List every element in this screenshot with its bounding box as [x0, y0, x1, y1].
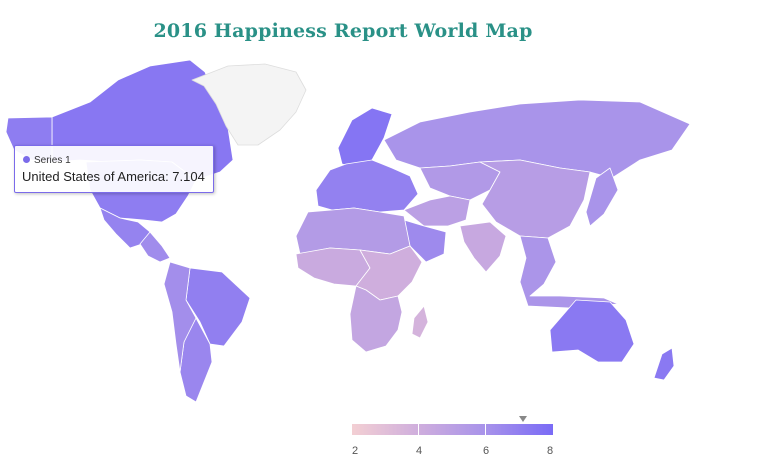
region-madagascar[interactable] — [411, 305, 429, 339]
map-title: 2016 Happiness Report World Map — [153, 20, 533, 42]
region-india[interactable] — [459, 221, 507, 273]
region-australia[interactable] — [549, 299, 635, 363]
region-greenland[interactable] — [191, 63, 307, 146]
region-northern-europe[interactable] — [337, 107, 393, 169]
region-north-africa[interactable] — [295, 207, 411, 255]
tooltip-series: Series 1 — [23, 155, 71, 166]
legend-tick-label: 6 — [482, 445, 490, 457]
region-andes[interactable] — [163, 261, 197, 373]
region-western-europe[interactable] — [315, 159, 419, 213]
region-central-america[interactable] — [139, 231, 171, 263]
legend-tick-label: 4 — [415, 445, 423, 457]
region-japan[interactable] — [585, 167, 619, 227]
legend-tick-line — [485, 424, 486, 435]
legend-tick-line — [418, 424, 419, 435]
legend-tick-label: 8 — [546, 445, 554, 457]
tooltip: Series 1 United States of America: 7.104 — [14, 145, 214, 193]
region-brazil[interactable] — [185, 267, 251, 347]
region-new-zealand[interactable] — [653, 347, 675, 381]
legend-value-marker — [518, 416, 527, 422]
series-dot-icon — [23, 156, 30, 163]
tooltip-series-label: Series 1 — [34, 155, 71, 166]
region-west-africa[interactable] — [295, 247, 371, 287]
region-southeast-asia[interactable] — [519, 235, 619, 309]
region-middle-east[interactable] — [403, 195, 471, 227]
legend-gradient-bar — [352, 424, 553, 435]
color-legend: 2 4 6 8 — [352, 415, 556, 460]
region-southern-africa[interactable] — [349, 285, 403, 353]
tooltip-value: United States of America: 7.104 — [22, 169, 205, 184]
legend-tick-label: 2 — [351, 445, 359, 457]
